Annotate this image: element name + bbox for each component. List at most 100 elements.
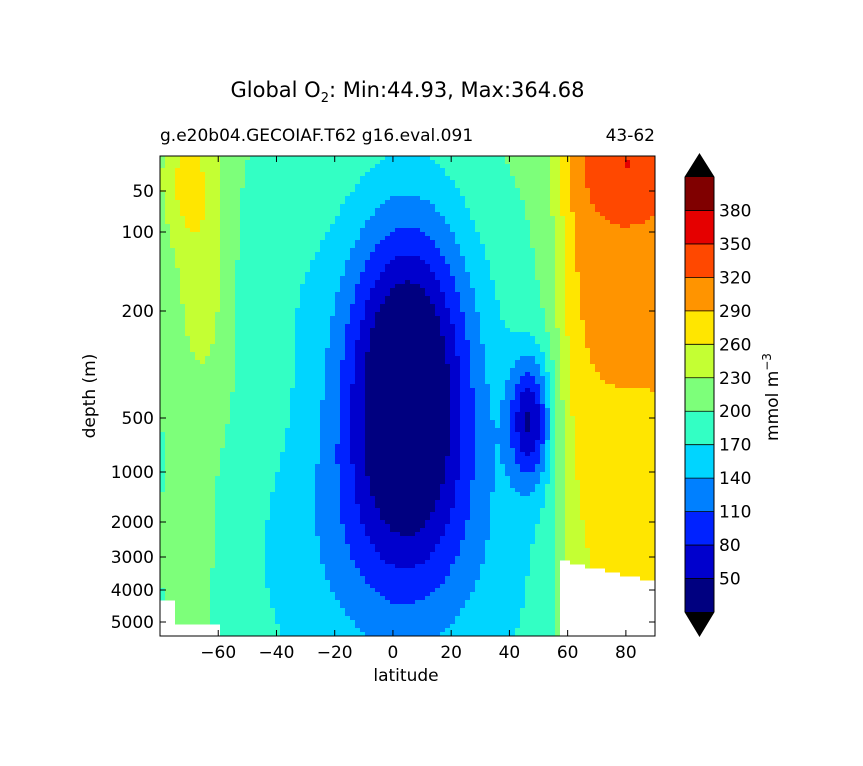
contour-band: [555, 428, 565, 433]
contour-band: [370, 168, 445, 173]
contour-band: [160, 192, 165, 197]
contour-band: [495, 484, 510, 489]
contour-band: [450, 268, 465, 273]
contour-band: [465, 256, 485, 261]
contour-band: [340, 468, 355, 473]
contour-band: [550, 184, 560, 189]
contour-band: [350, 552, 380, 557]
contour-band: [315, 504, 340, 509]
contour-band: [580, 312, 655, 317]
contour-band: [530, 572, 555, 577]
contour-band: [160, 468, 165, 473]
contour-band: [370, 292, 390, 297]
contour-band: [555, 596, 560, 601]
contour-band: [555, 408, 565, 413]
contour-band: [490, 504, 545, 509]
contour-band: [365, 444, 450, 449]
contour-band: [285, 428, 320, 433]
contour-band: [585, 536, 655, 541]
contour-band: [320, 452, 335, 457]
contour-band: [505, 464, 520, 469]
contour-band: [325, 376, 340, 381]
contour-band: [605, 216, 650, 221]
contour-band: [220, 260, 235, 265]
contour-band: [580, 284, 655, 289]
contour-band: [460, 300, 475, 305]
contour-band: [560, 388, 570, 393]
contour-band: [315, 512, 340, 517]
contour-band: [540, 408, 545, 413]
contour-band: [450, 404, 460, 409]
contour-band: [360, 276, 380, 281]
contour-band: [370, 476, 445, 481]
x-tick-label: 80: [615, 643, 637, 663]
contour-band: [525, 452, 530, 457]
contour-band: [620, 572, 655, 577]
contour-band: [480, 240, 530, 245]
contour-band: [535, 252, 555, 257]
contour-band: [375, 320, 440, 325]
contour-band: [445, 340, 455, 345]
contour-band: [580, 300, 655, 305]
contour-band: [505, 156, 550, 161]
contour-band: [485, 352, 545, 357]
contour-band: [480, 328, 510, 333]
contour-band: [550, 400, 555, 405]
contour-band: [355, 284, 375, 289]
contour-band: [555, 416, 565, 421]
contour-band: [270, 604, 340, 609]
contour-band: [340, 280, 360, 285]
contour-band: [565, 300, 580, 305]
contour-band: [160, 184, 175, 189]
contour-band: [565, 320, 585, 325]
contour-band: [370, 256, 395, 261]
contour-band: [575, 220, 610, 225]
contour-band: [535, 464, 545, 469]
contour-band: [205, 196, 220, 201]
contour-band: [350, 556, 380, 561]
contour-band: [320, 540, 345, 545]
contour-band: [365, 424, 450, 429]
contour-band: [160, 176, 175, 181]
contour-band: [515, 628, 555, 633]
contour-band: [345, 260, 365, 265]
contour-band: [550, 332, 560, 337]
contour-band: [435, 312, 450, 317]
contour-band: [335, 448, 350, 453]
contour-band: [290, 388, 325, 393]
contour-band: [455, 336, 465, 341]
contour-band: [540, 296, 555, 301]
contour-band: [545, 412, 550, 417]
contour-band: [450, 572, 480, 577]
contour-band: [160, 488, 165, 493]
contour-band: [550, 372, 555, 377]
contour-band: [565, 276, 580, 281]
contour-band: [575, 236, 655, 241]
contour-band: [610, 220, 645, 225]
contour-band: [160, 480, 165, 485]
contour-band: [530, 564, 555, 569]
contour-band: [350, 304, 365, 309]
contour-band: [160, 464, 165, 469]
contour-band: [350, 548, 375, 553]
contour-band: [520, 408, 540, 413]
contour-band: [540, 412, 545, 417]
contour-band: [515, 384, 540, 389]
contour-band: [450, 512, 470, 517]
contour-band: [325, 232, 360, 237]
contour-band: [540, 460, 545, 465]
contour-band: [545, 352, 550, 357]
contour-band: [470, 488, 495, 493]
contour-band: [460, 380, 470, 385]
contour-band: [345, 352, 355, 357]
contour-band: [320, 440, 340, 445]
contour-band: [270, 492, 315, 497]
contour-band: [220, 632, 280, 636]
contour-band: [215, 524, 265, 529]
contour-band: [515, 456, 540, 461]
contour-band: [340, 508, 360, 513]
contour-band: [555, 532, 565, 537]
contour-band: [570, 192, 590, 197]
contour-band: [315, 468, 340, 473]
contour-band: [265, 532, 315, 537]
